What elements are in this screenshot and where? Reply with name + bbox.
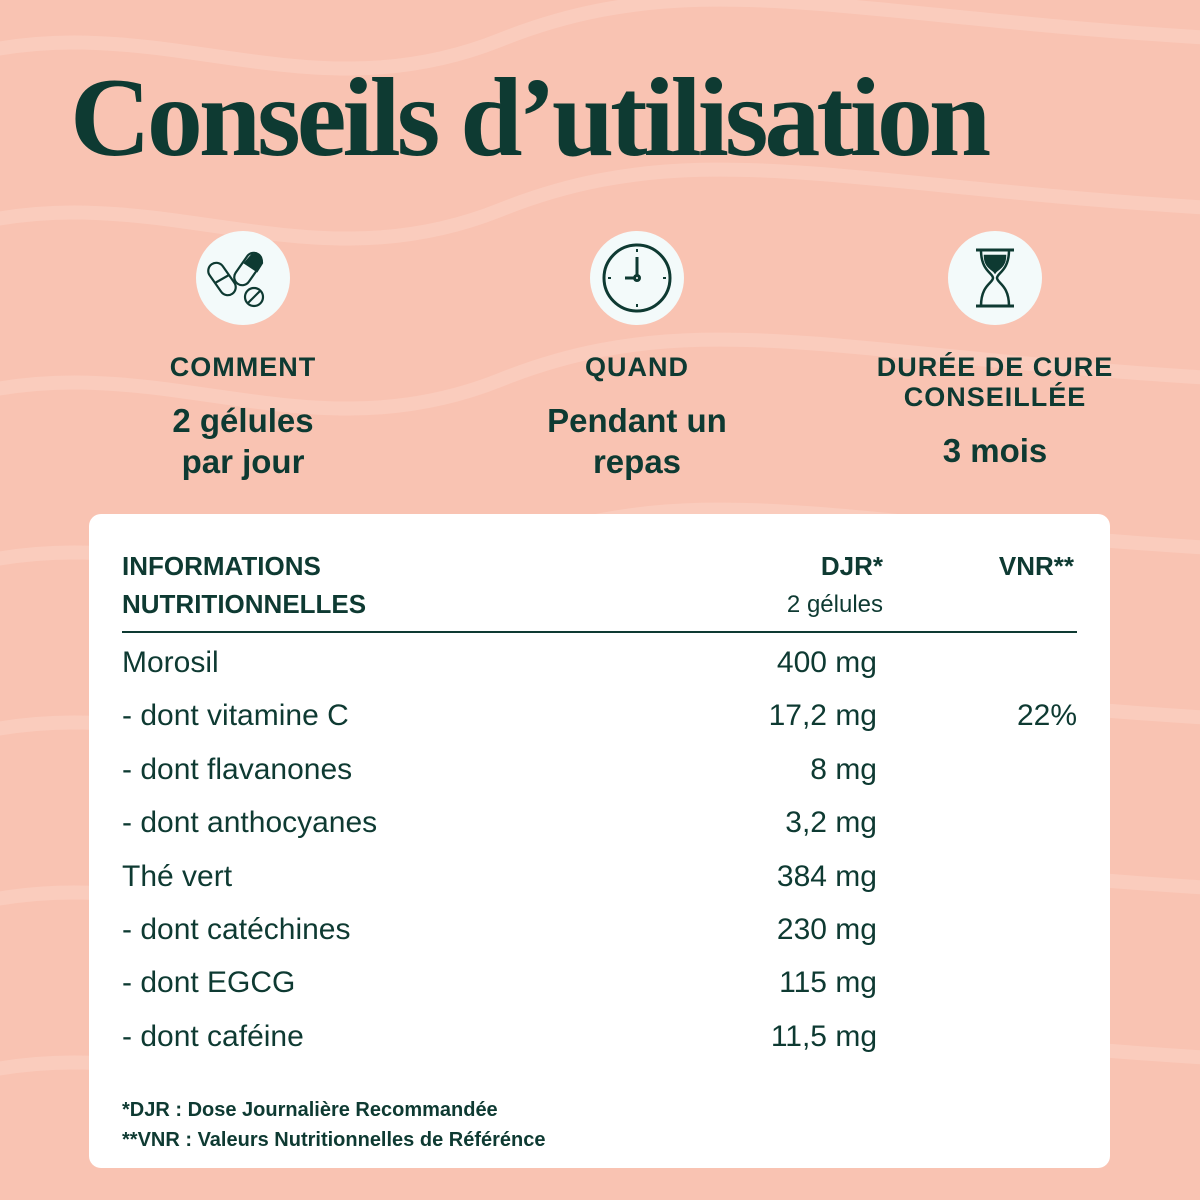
djr-value: 11,5 mg xyxy=(770,1019,877,1053)
usage-when: QUAND Pendant un repas xyxy=(457,352,817,482)
djr-value: 8 mg xyxy=(810,752,877,786)
divider xyxy=(122,631,1077,633)
value: 2 gélules par jour xyxy=(172,402,314,480)
table-row: - dont vitamine C 17,2 mg 22% xyxy=(122,699,1077,752)
nutrient-name: Morosil xyxy=(122,646,219,679)
label: QUAND xyxy=(585,352,689,382)
footnotes: *DJR : Dose Journalière Recommandée **VNR… xyxy=(122,1099,546,1151)
djr-header: DJR* xyxy=(820,551,883,581)
usage-how: COMMENT 2 gélules par jour xyxy=(63,352,423,482)
table-row: Thé vert 384 mg xyxy=(122,860,1077,913)
table-row: Morosil 400 mg xyxy=(122,646,1077,699)
nutrient-name: - dont anthocyanes xyxy=(122,806,378,840)
hourglass-icon xyxy=(948,231,1042,325)
table-title: INFORMATIONS NUTRITIONNELLES xyxy=(122,551,367,619)
clock-icon xyxy=(590,231,684,325)
djr-value: 3,2 mg xyxy=(785,806,877,840)
label: DURÉE DE CURE CONSEILLÉE xyxy=(876,352,1114,412)
pills-icon xyxy=(196,231,290,325)
vnr-header: VNR** xyxy=(998,551,1074,581)
vnr-value: 22% xyxy=(1016,699,1077,733)
table-row: - dont EGCG 115 mg xyxy=(122,966,1077,1019)
djr-value: 400 mg xyxy=(776,646,877,679)
nutrient-name: - dont vitamine C xyxy=(122,699,349,733)
nutrient-name: - dont caféine xyxy=(122,1019,304,1053)
table-row: - dont caféine 11,5 mg xyxy=(122,1020,1077,1073)
usage-duration: DURÉE DE CURE CONSEILLÉE 3 mois xyxy=(815,352,1175,471)
nutrient-name: - dont flavanones xyxy=(122,752,353,786)
djr-value: 115 mg xyxy=(779,966,877,1000)
table-row: - dont catéchines 230 mg xyxy=(122,913,1077,966)
nutrient-name: - dont catéchines xyxy=(122,913,351,946)
nutrient-name: - dont EGCG xyxy=(122,966,296,1000)
djr-value: 17,2 mg xyxy=(768,699,877,733)
djr-value: 230 mg xyxy=(776,913,877,946)
label: COMMENT xyxy=(169,352,317,382)
djr-subheader: 2 gélules xyxy=(786,591,883,618)
value: Pendant un repas xyxy=(547,402,727,480)
nutrient-name: Thé vert xyxy=(122,859,233,893)
table-row: - dont anthocyanes 3,2 mg xyxy=(122,806,1077,859)
djr-value: 384 mg xyxy=(776,859,877,893)
nutrition-table: INFORMATIONS NUTRITIONNELLES DJR* 2 gélul… xyxy=(89,514,1110,1168)
table-row: - dont flavanones 8 mg xyxy=(122,753,1077,806)
value: 3 mois xyxy=(942,432,1048,469)
page-title: Conseils d’utilisation xyxy=(70,56,991,180)
